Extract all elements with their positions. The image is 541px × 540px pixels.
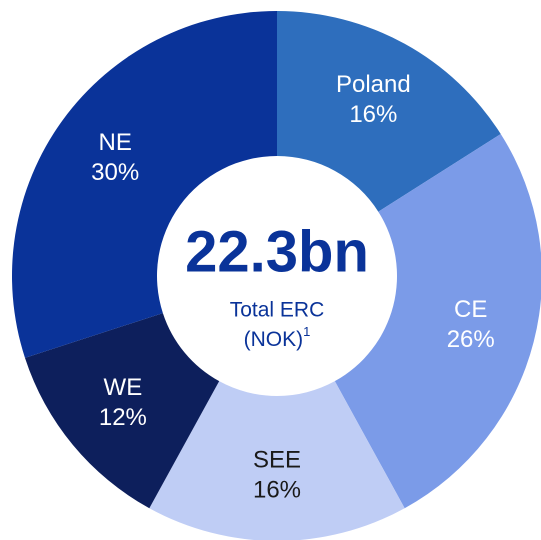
segment-label: NE	[99, 129, 132, 156]
segment	[24, 313, 220, 509]
segment-value: 16%	[349, 101, 397, 128]
segment-label: SEE	[253, 446, 301, 473]
segment	[334, 134, 541, 509]
segment	[277, 11, 501, 212]
segment-label: WE	[104, 374, 143, 401]
segment-label: CE	[454, 296, 487, 323]
segment	[11, 11, 278, 358]
center-line: Total ERC	[230, 299, 325, 322]
segment-value: 12%	[99, 404, 147, 431]
segment	[149, 381, 405, 540]
segment-value: 30%	[91, 159, 139, 186]
segment-value: 26%	[447, 326, 495, 353]
segment-value: 16%	[253, 476, 301, 503]
segments	[11, 11, 541, 540]
center-line: (NOK)1	[244, 324, 311, 350]
segment-label: Poland	[336, 71, 411, 98]
footnote-marker: 1	[303, 324, 310, 339]
center-line: (NOK)	[244, 328, 304, 351]
center-value: 22.3bn	[185, 219, 369, 284]
